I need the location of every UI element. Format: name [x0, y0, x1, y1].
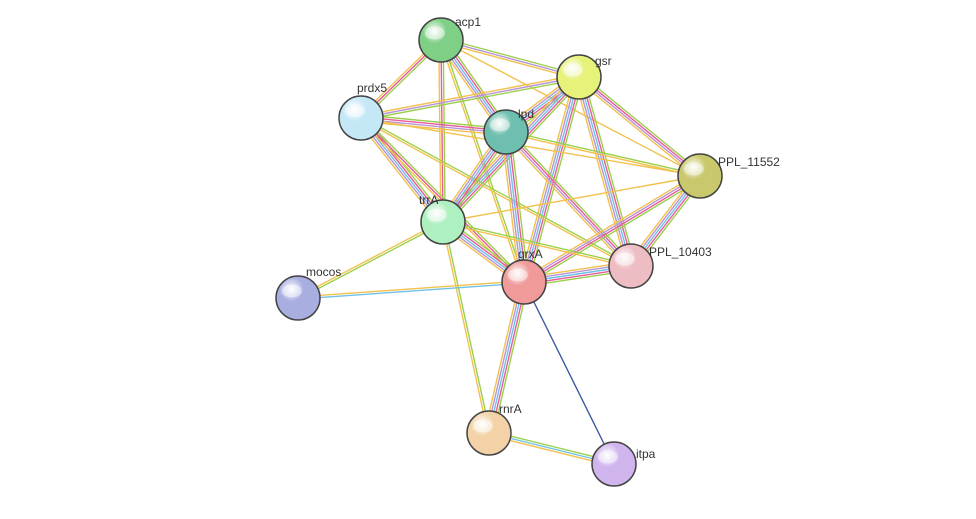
node-prdx5[interactable]: prdx5	[339, 81, 387, 140]
node-label-gsr: gsr	[595, 54, 612, 68]
edge-trrA-mocos	[297, 221, 442, 297]
node-label-PPL_10403: PPL_10403	[649, 245, 712, 259]
node-PPL_11552[interactable]: PPL_11552	[678, 154, 780, 198]
node-label-PPL_11552: PPL_11552	[718, 155, 780, 169]
edge-trrA-rnrA	[444, 222, 490, 433]
node-label-grxA: grxA	[518, 247, 543, 261]
node-grxA[interactable]: grxA	[502, 247, 546, 304]
edge-grxA-mocos	[298, 281, 524, 297]
edge-gsr-PPL_10403	[583, 76, 635, 265]
edge-gsr-PPL_11552	[578, 78, 699, 177]
node-label-prdx5: prdx5	[357, 81, 387, 95]
node-label-trrA: trrA	[419, 193, 438, 207]
node-mocos[interactable]: mocos	[276, 265, 341, 320]
edge-trrA-rnrA	[442, 222, 488, 433]
node-label-itpa: itpa	[636, 447, 656, 461]
node-label-mocos: mocos	[306, 265, 341, 279]
edge-grxA-mocos	[298, 283, 524, 299]
node-label-acp1: acp1	[455, 15, 481, 29]
node-label-lpd: lpd	[518, 107, 534, 121]
node-itpa[interactable]: itpa	[592, 442, 656, 486]
network-diagram: acp1 gsr prdx5 lpd PPL_11552 trrA PPL_10403 grx…	[0, 0, 976, 519]
edge-acp1-trrA	[443, 40, 445, 222]
node-PPL_10403[interactable]: PPL_10403	[609, 244, 712, 288]
node-label-rnrA: rnrA	[499, 402, 522, 416]
edge-grxA-itpa	[524, 282, 614, 464]
node-acp1[interactable]: acp1	[419, 15, 481, 62]
